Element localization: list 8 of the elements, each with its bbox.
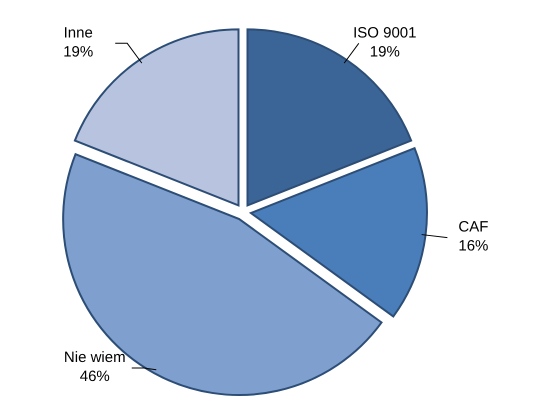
slice-label: Nie wiem <box>64 348 126 366</box>
slice-label: CAF <box>458 218 488 236</box>
data-label: 16% <box>458 238 488 255</box>
slice-label: ISO 9001 <box>353 24 416 42</box>
data-label: 19% <box>63 43 94 60</box>
data-label: 19% <box>370 43 400 60</box>
data-label: 46% <box>80 368 110 385</box>
slice-label: Inne <box>64 24 93 42</box>
